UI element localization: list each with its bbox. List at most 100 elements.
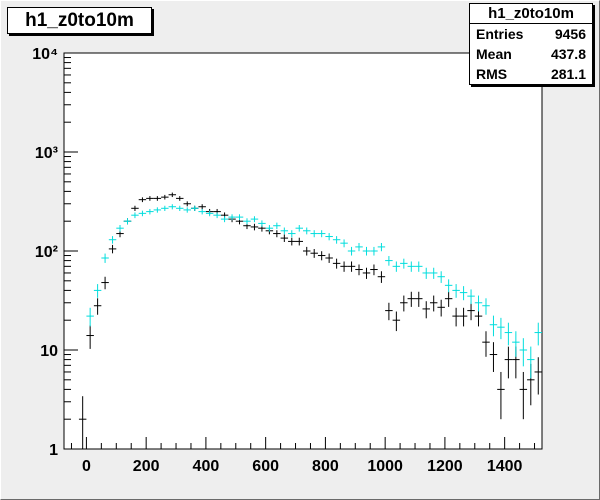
data-point <box>332 236 341 244</box>
data-point <box>459 286 468 301</box>
data-point <box>86 307 94 327</box>
data-point <box>385 302 393 321</box>
stats-value: 437.8 <box>550 46 586 62</box>
data-point <box>310 230 318 238</box>
data-point <box>146 196 154 201</box>
data-point <box>123 218 132 225</box>
y-tick-label: 1 <box>49 442 58 459</box>
data-point <box>482 298 490 315</box>
data-point <box>385 256 393 266</box>
data-point <box>273 230 281 238</box>
data-point <box>288 237 296 246</box>
data-point <box>131 205 139 211</box>
stats-row-rms: RMS 281.1 <box>470 64 592 84</box>
data-point <box>332 258 341 269</box>
series-1 <box>86 204 542 379</box>
axes: 0 200 400 600 800 1000 1200 1400 1 10 10² 10³ 10⁴ <box>32 46 536 475</box>
data-point <box>407 291 416 307</box>
data-point <box>108 244 117 254</box>
data-point <box>190 205 199 211</box>
stats-label: RMS <box>476 66 508 82</box>
data-point <box>235 214 244 221</box>
data-point <box>347 246 356 256</box>
data-point <box>295 225 303 232</box>
x-tick-label: 1400 <box>487 458 523 475</box>
data-point <box>497 371 505 420</box>
data-point <box>78 396 87 449</box>
data-point <box>161 205 169 211</box>
stats-label: Entries <box>476 26 524 42</box>
data-point <box>265 225 274 232</box>
data-point <box>482 331 490 357</box>
x-tick-label: 600 <box>252 458 279 475</box>
data-point <box>213 212 221 219</box>
data-point <box>489 342 498 372</box>
data-point <box>422 301 430 319</box>
stats-row-entries: Entries 9456 <box>470 24 592 44</box>
x-tick-label: 0 <box>82 458 91 475</box>
data-point <box>362 267 371 279</box>
histogram-title: h1_z0to10m <box>7 7 152 34</box>
data-point <box>317 230 326 238</box>
series-layer <box>78 192 542 449</box>
data-point <box>340 261 348 272</box>
data-point <box>176 205 184 211</box>
data-point <box>250 223 259 231</box>
data-point <box>138 197 147 203</box>
data-point <box>437 271 445 283</box>
data-point <box>467 302 475 321</box>
data-point <box>295 237 303 246</box>
data-point <box>444 291 453 307</box>
y-tick-label: 10 <box>40 343 58 360</box>
data-point <box>228 214 236 221</box>
data-point <box>198 208 206 215</box>
data-point <box>116 225 124 232</box>
data-point <box>504 346 513 379</box>
data-point <box>280 234 289 242</box>
data-point <box>101 253 109 263</box>
data-point <box>415 291 423 307</box>
data-point <box>161 194 169 200</box>
data-point <box>512 331 520 357</box>
x-tick-label: 1200 <box>427 458 463 475</box>
data-point <box>429 295 438 312</box>
data-point <box>377 271 386 283</box>
data-point <box>131 212 139 219</box>
data-point <box>183 207 191 213</box>
stats-value: 281.1 <box>550 66 586 82</box>
data-point <box>138 210 147 217</box>
x-tick-label: 200 <box>133 458 160 475</box>
data-point <box>534 357 542 395</box>
data-point <box>370 264 378 276</box>
data-point <box>273 222 281 230</box>
data-point <box>93 284 102 298</box>
data-point <box>377 242 386 252</box>
y-tick-label: 10² <box>35 244 58 261</box>
data-point <box>86 325 94 349</box>
data-point <box>355 264 363 276</box>
data-point <box>168 192 177 198</box>
data-point <box>243 218 251 225</box>
data-point <box>310 249 318 258</box>
data-point <box>303 227 311 235</box>
data-point <box>317 251 326 261</box>
data-point <box>437 299 445 317</box>
data-point <box>489 315 498 337</box>
data-point <box>280 227 289 235</box>
data-point <box>400 295 408 312</box>
data-point <box>93 298 102 315</box>
data-point <box>467 289 475 305</box>
data-point <box>205 210 214 217</box>
stats-box: h1_z0to10m Entries 9456 Mean 437.8 RMS 2… <box>469 3 593 85</box>
data-point <box>153 196 162 201</box>
data-point <box>415 261 423 272</box>
data-point <box>108 236 117 244</box>
data-point <box>153 207 162 213</box>
data-point <box>370 246 378 256</box>
data-point <box>355 242 363 252</box>
data-point <box>198 204 206 210</box>
data-point <box>534 322 542 346</box>
data-point <box>392 261 401 272</box>
y-tick-label: 10³ <box>35 145 58 162</box>
data-point <box>519 371 528 420</box>
